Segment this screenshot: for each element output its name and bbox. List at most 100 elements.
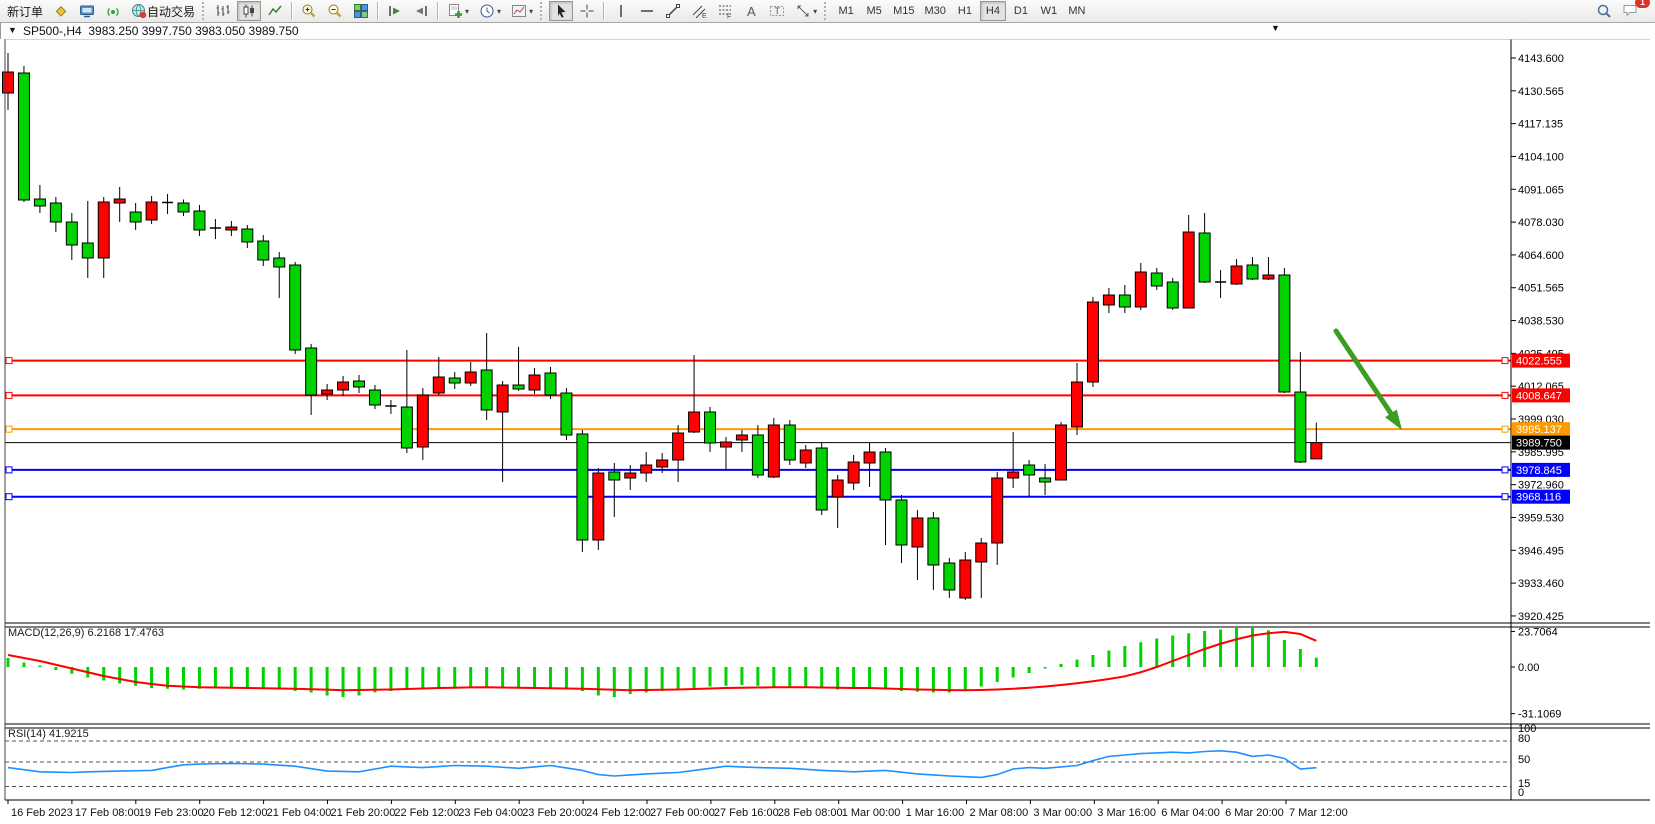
- price-axis-badge: 3978.845: [1512, 462, 1570, 477]
- candlestick-chart-icon: [243, 4, 255, 18]
- line-handle[interactable]: [1501, 466, 1509, 474]
- zoom-out-button[interactable]: [323, 1, 347, 21]
- horizontal-line-icon: [641, 10, 654, 12]
- line-handle[interactable]: [5, 357, 13, 365]
- crosshair-button[interactable]: [575, 1, 599, 21]
- timeframe-m1-button[interactable]: M1: [833, 1, 859, 21]
- line-handle[interactable]: [1501, 493, 1509, 501]
- svg-text:4064.600: 4064.600: [1518, 250, 1564, 262]
- horizontal-line-button[interactable]: [635, 1, 659, 21]
- svg-text:4022.555: 4022.555: [1516, 356, 1562, 368]
- svg-text:3946.495: 3946.495: [1518, 545, 1564, 557]
- search-button[interactable]: [1592, 1, 1616, 21]
- chart-shift-button[interactable]: [409, 1, 433, 21]
- trend-arrow-annotation[interactable]: [1333, 328, 1402, 430]
- arrows-button[interactable]: ▾: [791, 1, 821, 21]
- svg-text:3 Mar 16:00: 3 Mar 16:00: [1097, 807, 1156, 819]
- new-order-button[interactable]: 新订单: [3, 1, 47, 21]
- auto-scroll-icon: [389, 6, 401, 16]
- price-axis-badge: 4022.555: [1512, 353, 1570, 368]
- candlestick-chart-button[interactable]: [237, 1, 262, 21]
- cursor-button[interactable]: [549, 1, 574, 21]
- price-chart-svg[interactable]: 4143.600 4130.565 4117.135 4104.100 4091.065…: [0, 38, 1655, 824]
- svg-text:3978.845: 3978.845: [1516, 465, 1562, 477]
- auto-scroll-button[interactable]: [383, 1, 407, 21]
- signals-button[interactable]: [101, 1, 125, 21]
- terminal-button[interactable]: [75, 1, 99, 21]
- order-button[interactable]: [49, 1, 73, 21]
- macd-axis: 23.7064 0.00 -31.1069: [1511, 626, 1561, 721]
- cursor-arrow-icon: [558, 4, 566, 18]
- line-handle[interactable]: [1501, 357, 1509, 365]
- signals-icon: [107, 8, 119, 16]
- new-chart-button[interactable]: ▾: [443, 1, 473, 21]
- line-handle[interactable]: [1501, 425, 1509, 433]
- timeframe-m15-button[interactable]: M15: [889, 1, 918, 21]
- horizontal-line-object[interactable]: [5, 391, 1511, 399]
- svg-text:4130.565: 4130.565: [1518, 86, 1564, 98]
- svg-text:3972.960: 3972.960: [1518, 480, 1564, 492]
- line-handle[interactable]: [5, 391, 13, 399]
- timeframe-h4-button[interactable]: H4: [979, 1, 1006, 21]
- price-axis-badge: 3989.750: [1512, 435, 1570, 450]
- timeframe-m30-button[interactable]: M30: [921, 1, 950, 21]
- vertical-line-button[interactable]: [609, 1, 633, 21]
- autotrading-button[interactable]: 自动交易: [127, 1, 199, 21]
- svg-text:A: A: [747, 4, 756, 19]
- zoom-out-icon: [328, 4, 342, 18]
- svg-text:F: F: [727, 14, 731, 20]
- dropdown-caret: ▾: [497, 6, 502, 16]
- svg-text:19 Feb 23:00: 19 Feb 23:00: [139, 807, 204, 819]
- toolbar-separator: [603, 2, 606, 20]
- line-handle[interactable]: [5, 466, 13, 474]
- toolbar-grip: [540, 2, 546, 20]
- templates-button[interactable]: ▾: [507, 1, 537, 21]
- line-chart-button[interactable]: [263, 1, 287, 21]
- equidistant-channel-button[interactable]: E: [687, 1, 711, 21]
- svg-text:1 Mar 16:00: 1 Mar 16:00: [906, 807, 965, 819]
- line-handle[interactable]: [5, 493, 13, 501]
- tile-windows-button[interactable]: [349, 1, 373, 21]
- crosshair-icon: [580, 4, 594, 18]
- svg-text:4078.030: 4078.030: [1518, 217, 1564, 229]
- svg-text:23 Feb 20:00: 23 Feb 20:00: [522, 807, 587, 819]
- trendline-button[interactable]: [661, 1, 685, 21]
- svg-text:4051.565: 4051.565: [1518, 283, 1564, 295]
- timeframe-d1-button[interactable]: D1: [1008, 1, 1034, 21]
- zoom-in-button[interactable]: [297, 1, 321, 21]
- line-handle[interactable]: [5, 425, 13, 433]
- periods-button[interactable]: ▾: [475, 1, 505, 21]
- svg-text:4008.647: 4008.647: [1516, 390, 1562, 402]
- trendline-icon: [666, 4, 681, 18]
- zoom-in-icon: [302, 4, 316, 18]
- timeframe-w1-button[interactable]: W1: [1036, 1, 1062, 21]
- timeframe-h1-button[interactable]: H1: [952, 1, 978, 21]
- svg-text:0.00: 0.00: [1518, 662, 1539, 674]
- equidistant-channel-icon: E: [692, 5, 707, 19]
- text-label-button[interactable]: T: [765, 1, 789, 21]
- timeframe-m5-button[interactable]: M5: [861, 1, 887, 21]
- timeframe-mn-button[interactable]: MN: [1064, 1, 1090, 21]
- horizontal-line-object[interactable]: [5, 493, 1511, 501]
- toolbar-separator: [291, 2, 294, 20]
- svg-text:E: E: [702, 13, 707, 19]
- horizontal-line-object[interactable]: [5, 357, 1511, 365]
- chart-menu-caret-icon[interactable]: ▼: [8, 25, 17, 35]
- order-diamond-icon: [55, 6, 67, 17]
- svg-text:15: 15: [1518, 778, 1530, 790]
- price-axis-badge: 4008.647: [1512, 388, 1570, 403]
- svg-text:23 Feb 04:00: 23 Feb 04:00: [458, 807, 523, 819]
- search-icon: [1597, 4, 1611, 18]
- svg-text:16 Feb 2023: 16 Feb 2023: [11, 807, 73, 819]
- bar-chart-button[interactable]: [211, 1, 235, 21]
- line-chart-icon: [268, 5, 282, 16]
- line-handle[interactable]: [1501, 391, 1509, 399]
- template-chart-icon: [512, 5, 527, 17]
- autotrading-label: 自动交易: [147, 4, 196, 19]
- toolbar-grip: [824, 2, 830, 20]
- svg-text:28 Feb 08:00: 28 Feb 08:00: [778, 807, 843, 819]
- fibonacci-button[interactable]: F: [713, 1, 737, 21]
- svg-text:4104.100: 4104.100: [1518, 151, 1564, 163]
- text-button[interactable]: A: [739, 1, 763, 21]
